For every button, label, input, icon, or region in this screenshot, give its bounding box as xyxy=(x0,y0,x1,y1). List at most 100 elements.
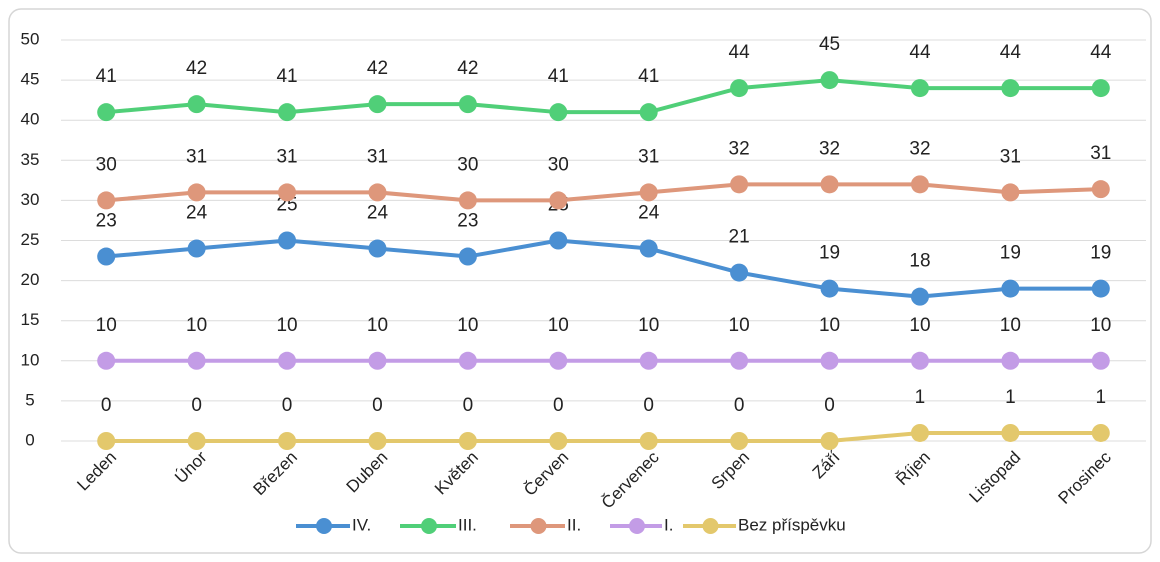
data-label: 1 xyxy=(1005,387,1016,408)
data-point xyxy=(639,183,658,202)
data-label: 10 xyxy=(1000,315,1021,336)
data-point xyxy=(97,103,116,122)
data-point xyxy=(458,95,477,114)
data-label: 10 xyxy=(729,315,750,336)
y-tick-label: 20 xyxy=(21,270,40,289)
y-tick-label: 10 xyxy=(21,350,40,369)
data-point xyxy=(730,263,749,282)
data-point xyxy=(820,71,839,90)
data-label: 23 xyxy=(457,211,478,232)
data-point xyxy=(1091,279,1110,298)
data-point xyxy=(368,95,387,114)
data-label: 30 xyxy=(457,154,478,175)
data-point xyxy=(368,183,387,202)
data-label: 31 xyxy=(276,146,297,167)
data-point xyxy=(97,351,116,370)
y-tick-label: 50 xyxy=(21,29,40,48)
y-tick-label: 30 xyxy=(21,190,40,209)
y-tick-label: 40 xyxy=(21,110,40,129)
legend-marker xyxy=(421,518,437,534)
data-label: 0 xyxy=(643,395,654,416)
data-point xyxy=(639,432,658,450)
data-label: 30 xyxy=(548,154,569,175)
data-label: 44 xyxy=(909,42,931,63)
series-line xyxy=(106,238,1101,299)
data-label: 0 xyxy=(824,395,835,416)
data-label: 31 xyxy=(186,146,207,167)
data-point xyxy=(1001,351,1020,370)
data-label: 41 xyxy=(96,66,117,87)
y-tick-label: 5 xyxy=(25,390,34,409)
data-point xyxy=(820,432,839,450)
data-point xyxy=(1091,351,1110,370)
legend-label: IV. xyxy=(352,515,371,534)
data-label: 19 xyxy=(819,243,840,264)
data-label: 24 xyxy=(638,203,660,224)
data-point xyxy=(549,191,568,210)
data-label: 44 xyxy=(1090,42,1112,63)
data-label: 44 xyxy=(729,42,751,63)
data-point xyxy=(368,239,387,258)
data-point xyxy=(1001,423,1020,442)
data-label: 31 xyxy=(1090,143,1111,164)
data-label: 0 xyxy=(463,395,474,416)
data-label: 21 xyxy=(729,227,750,248)
data-point xyxy=(730,175,749,194)
data-point xyxy=(730,351,749,370)
data-label: 0 xyxy=(282,395,293,416)
legend-label: III. xyxy=(458,515,477,534)
data-label: 10 xyxy=(909,315,930,336)
data-point xyxy=(730,79,749,98)
data-label: 42 xyxy=(457,58,478,79)
y-tick-label: 0 xyxy=(25,430,34,449)
data-label: 10 xyxy=(186,315,207,336)
legend-marker xyxy=(316,518,332,534)
data-label: 31 xyxy=(638,146,659,167)
data-point xyxy=(639,239,658,258)
data-label: 0 xyxy=(553,395,564,416)
data-label: 18 xyxy=(909,251,930,272)
legend-marker xyxy=(702,518,719,534)
data-label: 24 xyxy=(367,203,389,224)
data-point xyxy=(639,351,658,370)
legend-label: II. xyxy=(567,515,581,534)
legend-marker xyxy=(530,518,547,534)
data-label: 0 xyxy=(101,395,112,416)
data-point xyxy=(187,432,206,450)
data-label: 0 xyxy=(372,395,383,416)
data-point xyxy=(187,351,206,370)
data-point xyxy=(1091,180,1110,199)
data-label: 42 xyxy=(186,58,207,79)
data-label: 10 xyxy=(457,315,478,336)
data-point xyxy=(278,231,297,250)
data-label: 32 xyxy=(729,138,750,159)
y-tick-label: 25 xyxy=(21,230,40,249)
legend-marker xyxy=(629,518,645,534)
data-point xyxy=(1001,79,1020,98)
data-point xyxy=(639,103,658,122)
data-point xyxy=(278,103,297,122)
data-point xyxy=(910,175,929,194)
data-point xyxy=(1091,423,1110,442)
data-label: 41 xyxy=(548,66,569,87)
data-point xyxy=(278,432,297,450)
data-label: 10 xyxy=(548,315,569,336)
data-point xyxy=(278,351,297,370)
data-point xyxy=(820,175,839,194)
data-label: 31 xyxy=(1000,146,1021,167)
y-tick-label: 15 xyxy=(21,310,40,329)
data-point xyxy=(97,247,116,266)
data-label: 10 xyxy=(638,315,659,336)
series-line xyxy=(106,430,1101,443)
data-label: 32 xyxy=(819,138,840,159)
data-point xyxy=(187,239,206,258)
data-label: 10 xyxy=(276,315,297,336)
data-point xyxy=(458,191,477,210)
data-label: 42 xyxy=(367,58,388,79)
data-point xyxy=(368,351,387,370)
y-tick-label: 45 xyxy=(21,70,40,89)
data-point xyxy=(820,351,839,370)
data-point xyxy=(458,247,477,266)
data-label: 44 xyxy=(1000,42,1022,63)
data-point xyxy=(187,183,206,202)
